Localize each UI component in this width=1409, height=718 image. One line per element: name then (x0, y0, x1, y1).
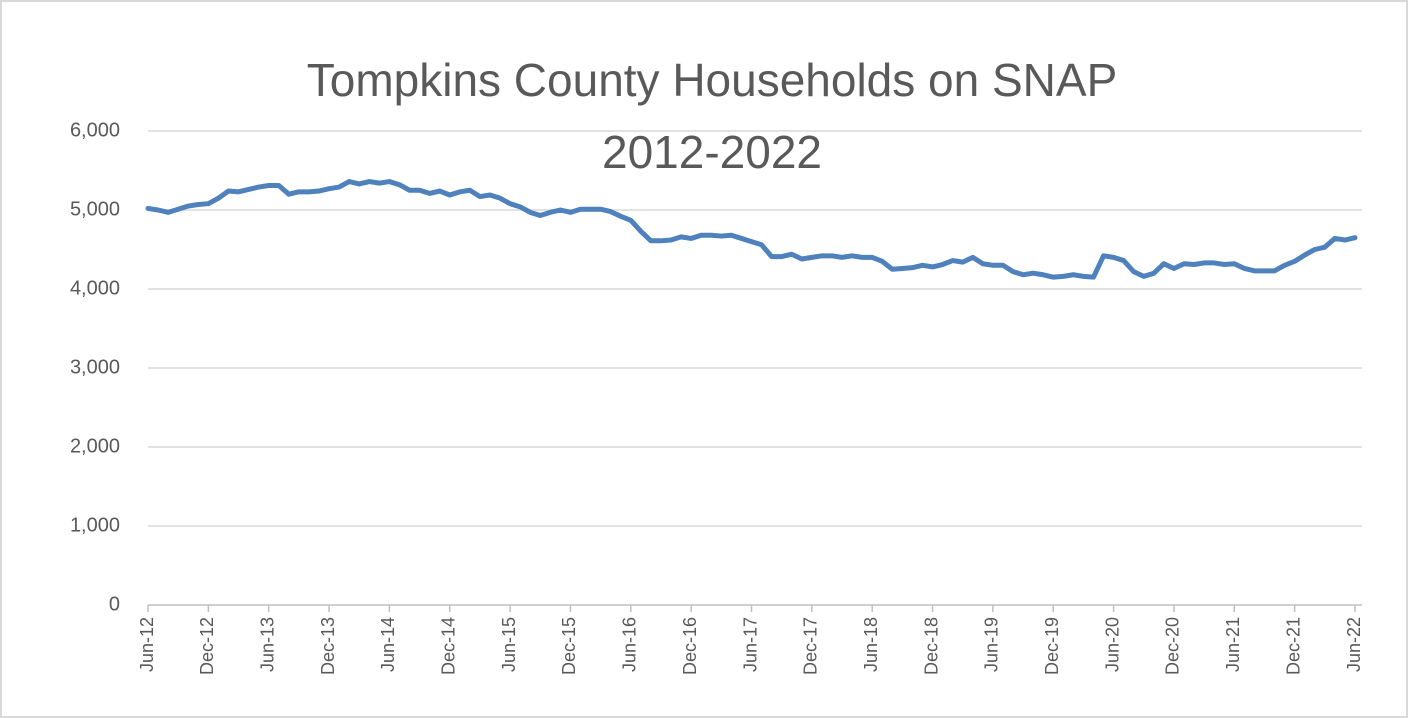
line-series (145, 179, 1358, 280)
x-tick-label: Dec-15 (559, 617, 579, 675)
x-tick-label: Dec-21 (1283, 617, 1303, 675)
chart-title: Tompkins County Households on SNAP (307, 54, 1118, 106)
x-tick-label: Jun-18 (861, 617, 881, 672)
x-tick-label: Jun-16 (620, 617, 640, 672)
x-tick-label: Jun-12 (137, 617, 157, 672)
x-tick-label: Jun-21 (1223, 617, 1243, 672)
x-tick-label: Dec-14 (439, 617, 459, 675)
x-tick-label: Dec-12 (197, 617, 217, 675)
x-tick-label: Jun-20 (1102, 617, 1122, 672)
x-tick-label: Dec-16 (680, 617, 700, 675)
y-tick-label: 5,000 (70, 198, 120, 220)
x-tick-label: Dec-18 (921, 617, 941, 675)
x-tick-label: Jun-22 (1344, 617, 1364, 672)
y-tick-label: 3,000 (70, 356, 120, 378)
y-tick-label: 1,000 (70, 514, 120, 536)
x-tick-label: Dec-19 (1042, 617, 1062, 675)
y-tick-label: 4,000 (70, 277, 120, 299)
x-tick-label: Jun-14 (378, 617, 398, 672)
x-tick-label: Jun-19 (982, 617, 1002, 672)
x-tick-label: Jun-17 (740, 617, 760, 672)
y-tick-label: 2,000 (70, 435, 120, 457)
x-tick-label: Dec-13 (318, 617, 338, 675)
x-tick-label: Dec-20 (1163, 617, 1183, 675)
y-tick-label: 6,000 (70, 119, 120, 141)
chart-title: 2012-2022 (602, 126, 822, 178)
x-tick-label: Dec-17 (801, 617, 821, 675)
y-tick-label: 0 (109, 593, 120, 615)
x-tick-label: Jun-15 (499, 617, 519, 672)
x-tick-label: Jun-13 (257, 617, 277, 672)
